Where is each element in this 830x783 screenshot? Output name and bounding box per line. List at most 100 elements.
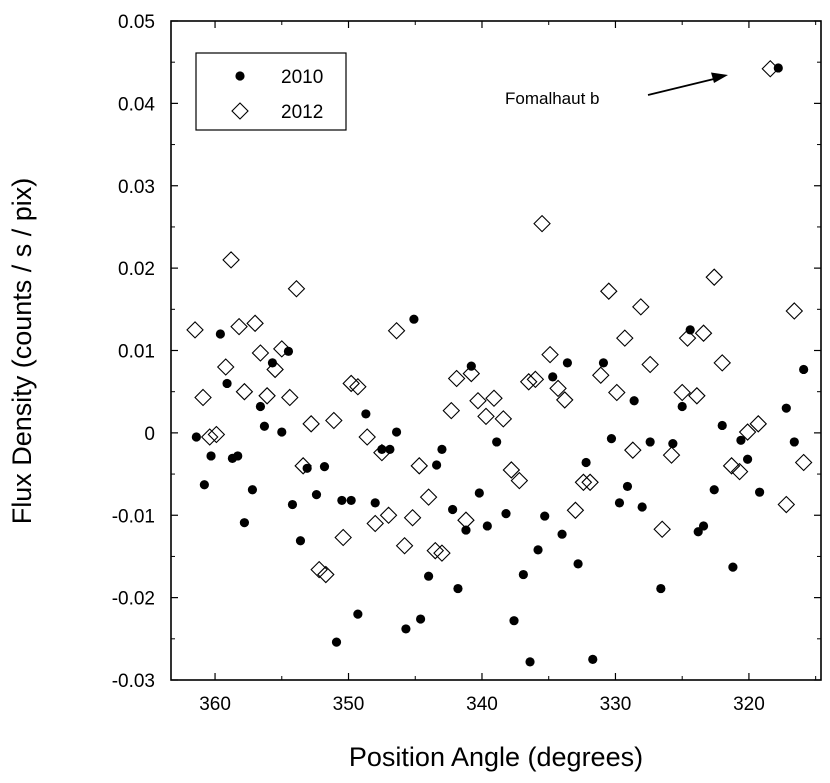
data-point-2010 (533, 545, 543, 555)
data-point-2012 (749, 415, 768, 433)
data-point-2012 (541, 345, 559, 364)
data-point-2010 (370, 498, 380, 508)
data-point-2012 (591, 366, 610, 384)
data-point-2010 (461, 525, 471, 535)
data-point-2012 (419, 488, 438, 506)
data-point-2010 (717, 420, 727, 431)
legend-box (195, 52, 347, 131)
data-point-2010 (302, 463, 312, 473)
data-point-2010 (215, 329, 225, 339)
data-point-2010 (581, 457, 591, 468)
data-point-2012 (574, 473, 593, 492)
data-point-2012 (334, 528, 352, 547)
data-point-2010 (656, 583, 666, 594)
data-point-2012 (457, 511, 475, 529)
data-point-2012 (403, 508, 422, 527)
x-tick-label: 340 (466, 694, 498, 715)
data-point-2010 (283, 346, 294, 356)
data-point-2012 (705, 268, 724, 286)
data-point-2012 (549, 379, 567, 398)
data-point-2010 (614, 498, 625, 508)
data-point-2012 (325, 411, 343, 430)
data-point-2012 (194, 388, 212, 407)
annotation-arrow-head (711, 72, 728, 83)
data-point-2012 (608, 383, 626, 402)
data-point-2012 (266, 360, 284, 379)
data-point-2010 (629, 396, 639, 406)
data-point-2012 (730, 462, 749, 481)
data-point-2010 (331, 637, 342, 647)
data-point-2010 (622, 481, 633, 492)
data-point-2012 (494, 410, 513, 428)
data-point-2010 (789, 437, 799, 447)
data-point-2010 (598, 358, 609, 368)
data-point-2010 (409, 314, 419, 324)
data-point-2012 (738, 423, 757, 441)
data-point-2010 (377, 444, 387, 454)
data-point-2012 (555, 391, 574, 409)
data-point-2010 (287, 499, 298, 510)
data-point-2010 (319, 462, 330, 472)
data-point-2012 (294, 457, 312, 475)
data-point-2012 (688, 387, 706, 405)
annotation-arrow-shaft (647, 77, 719, 96)
data-point-2012 (566, 501, 585, 520)
data-point-2012 (373, 443, 391, 462)
data-point-2012 (777, 495, 796, 514)
y-tick-label: -0.03 (112, 671, 155, 692)
data-point-2012 (469, 391, 487, 410)
data-point-2010 (311, 490, 322, 500)
data-point-2012 (678, 329, 697, 347)
data-point-2012 (477, 407, 495, 426)
y-tick-label: 0.04 (118, 94, 155, 115)
data-point-2010 (267, 358, 278, 368)
data-point-2012 (662, 446, 681, 464)
data-point-2012 (302, 415, 320, 433)
data-point-2012 (616, 329, 634, 347)
data-point-2012 (222, 251, 240, 269)
axis-ticks: -0.03 -0.02 -0.01 0 0.01 0.02 0.03 0.04 0.05 360 3… (112, 12, 821, 715)
data-point-2012 (358, 428, 376, 446)
data-point-2010 (191, 432, 201, 442)
data-point-2012 (502, 461, 521, 479)
y-tick-label: 0.02 (118, 259, 155, 280)
data-point-2012 (230, 317, 248, 336)
data-point-2012 (653, 520, 671, 539)
series-2012 (186, 59, 813, 584)
data-point-2012 (447, 369, 466, 388)
data-point-2012 (510, 471, 529, 490)
data-point-2012 (641, 355, 659, 374)
data-point-2012 (287, 279, 306, 298)
y-tick-label: -0.01 (112, 506, 155, 527)
y-tick-label: 0 (144, 424, 155, 445)
data-point-2012 (713, 354, 732, 372)
data-point-2010 (709, 485, 719, 495)
data-point-2012 (366, 514, 384, 533)
data-point-2012 (273, 340, 291, 358)
data-point-2010 (432, 460, 442, 470)
data-point-2012 (426, 541, 445, 560)
data-point-2010 (206, 451, 216, 461)
data-point-2012 (246, 314, 264, 333)
data-point-2010 (668, 438, 678, 449)
data-point-2010 (255, 401, 266, 412)
data-point-2012 (281, 388, 299, 407)
data-point-2010 (482, 521, 492, 531)
annotation: Fomalhaut b (505, 72, 728, 108)
legend-marker-2012 (231, 102, 249, 120)
data-point-2010 (448, 504, 458, 515)
data-point-2010 (606, 434, 617, 444)
data-point-2010 (773, 63, 783, 73)
data-point-2012 (395, 536, 414, 555)
data-point-2010 (781, 403, 791, 413)
data-point-2012 (722, 457, 741, 475)
data-point-2012 (632, 298, 650, 316)
data-point-2010 (540, 511, 550, 521)
data-point-2012 (462, 364, 481, 383)
data-point-2010 (346, 495, 356, 506)
data-point-2010 (222, 378, 232, 389)
legend-label-2012: 2012 (281, 102, 323, 123)
data-point-2010 (557, 529, 567, 539)
data-point-2010 (637, 502, 647, 512)
x-axis-title: Position Angle (degrees) (349, 742, 643, 772)
